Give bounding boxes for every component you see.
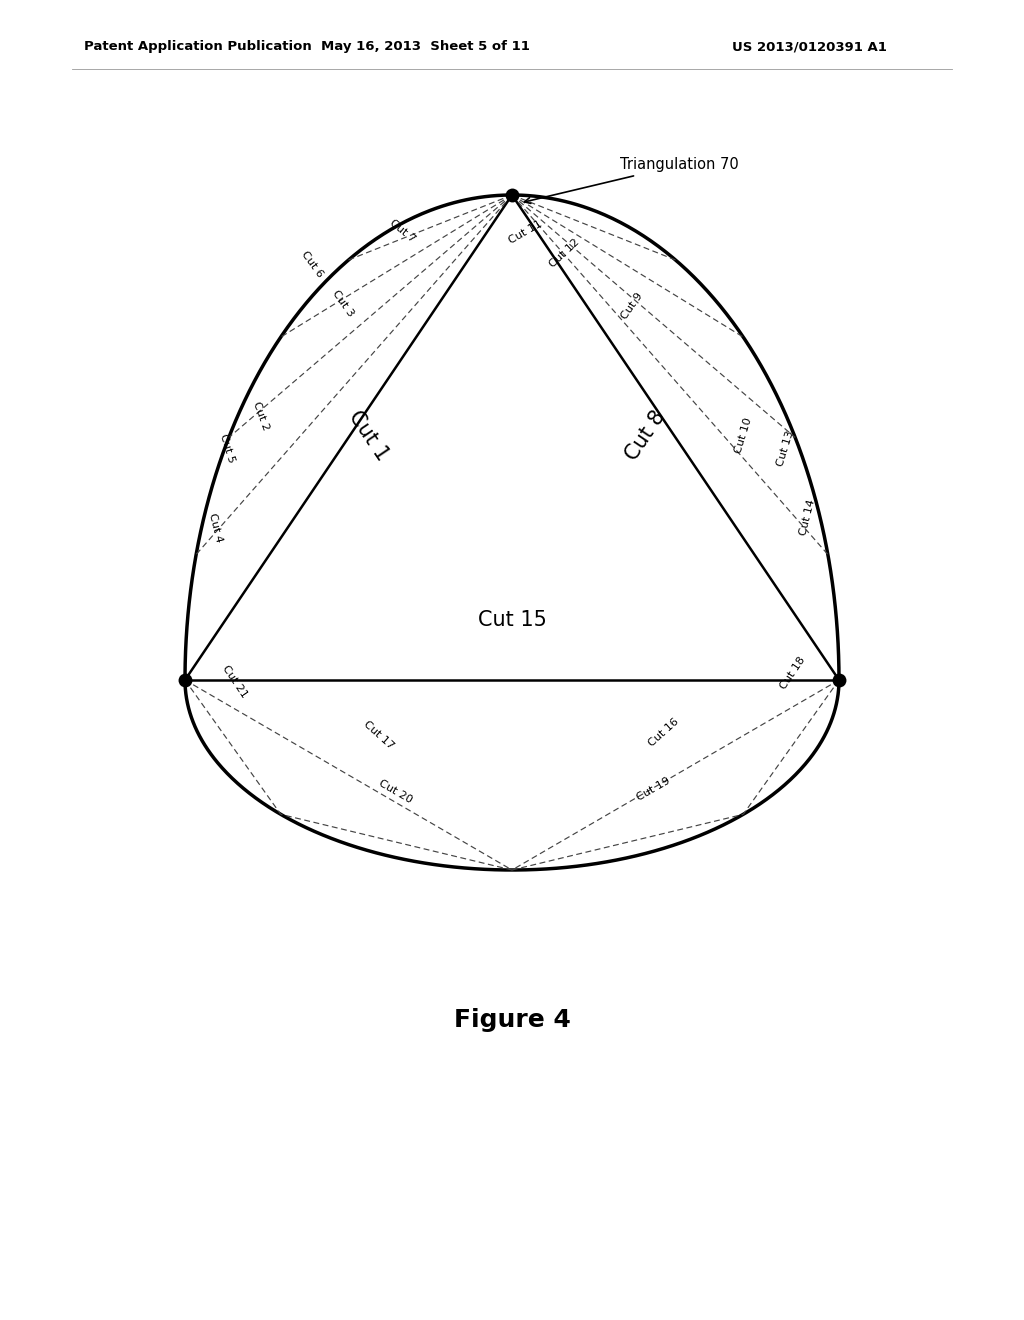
Text: US 2013/0120391 A1: US 2013/0120391 A1 [732,40,887,53]
Text: Triangulation 70: Triangulation 70 [524,157,738,203]
Text: Cut 2: Cut 2 [251,400,271,432]
Text: Cut 12: Cut 12 [548,238,581,269]
Text: Cut 14: Cut 14 [799,499,817,536]
Text: Cut 20: Cut 20 [377,779,414,805]
Text: Cut 11: Cut 11 [507,219,544,246]
Text: Cut 9: Cut 9 [620,292,644,321]
Text: Cut 15: Cut 15 [477,610,547,631]
Text: Cut 13: Cut 13 [775,430,796,467]
Text: May 16, 2013  Sheet 5 of 11: May 16, 2013 Sheet 5 of 11 [321,40,529,53]
Text: Cut 21: Cut 21 [220,663,249,700]
Text: Cut 17: Cut 17 [361,719,396,751]
Text: Cut 18: Cut 18 [778,655,807,692]
Text: Cut 4: Cut 4 [207,512,223,544]
Text: Cut 10: Cut 10 [733,417,754,454]
Text: Figure 4: Figure 4 [454,1008,570,1032]
Text: Cut 16: Cut 16 [646,717,681,748]
Text: Cut 19: Cut 19 [635,776,672,803]
Text: Cut 8: Cut 8 [622,407,669,465]
Text: Patent Application Publication: Patent Application Publication [84,40,311,53]
Text: Cut 3: Cut 3 [331,289,355,318]
Text: Cut 5: Cut 5 [218,433,237,465]
Text: Cut 1: Cut 1 [345,407,392,465]
Text: Cut 7: Cut 7 [388,218,417,244]
Text: Cut 6: Cut 6 [300,249,325,279]
